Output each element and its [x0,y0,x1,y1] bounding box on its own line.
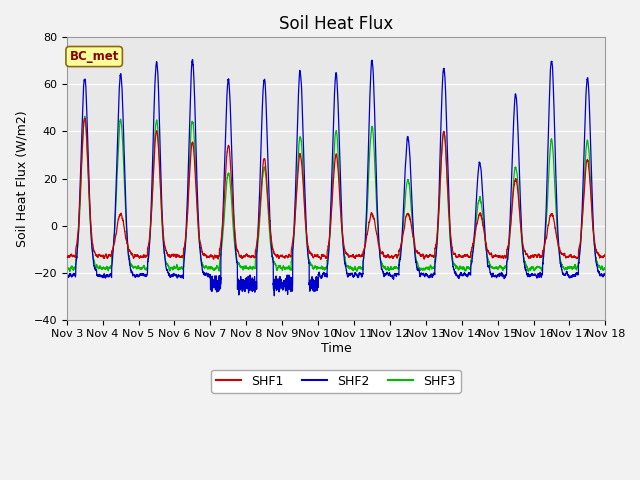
SHF3 [246,264,253,270]
Text: BC_met: BC_met [70,50,119,63]
SHF3 [318,264,326,270]
SHF2 [602,273,609,278]
SHF2 [579,188,587,193]
SHF2 [63,275,70,280]
Line: SHF3: SHF3 [67,116,605,271]
SHF1 [579,210,587,216]
SHF2 [457,272,465,278]
SHF3 [579,207,587,213]
SHF3 [63,265,70,271]
SHF1 [63,253,70,259]
SHF3 [602,265,609,271]
SHF2 [572,270,580,276]
SHF3 [81,113,89,119]
SHF1 [572,254,580,260]
SHF2 [318,274,326,279]
Y-axis label: Soil Heat Flux (W/m2): Soil Heat Flux (W/m2) [15,110,28,247]
SHF1 [81,115,88,121]
SHF3 [472,224,479,230]
SHF2 [472,209,479,215]
SHF3 [572,266,580,272]
SHF1 [602,252,609,257]
Title: Soil Heat Flux: Soil Heat Flux [279,15,393,33]
SHF1 [246,254,253,260]
SHF2 [246,276,253,282]
SHF2 [189,57,196,62]
SHF1 [472,227,479,232]
SHF1 [317,256,324,262]
SHF3 [457,264,465,270]
X-axis label: Time: Time [321,342,351,355]
SHF2 [271,293,278,299]
Legend: SHF1, SHF2, SHF3: SHF1, SHF2, SHF3 [211,370,461,393]
SHF3 [524,268,532,274]
Line: SHF1: SHF1 [67,118,605,259]
SHF1 [318,253,326,259]
SHF1 [457,254,465,260]
Line: SHF2: SHF2 [67,60,605,296]
